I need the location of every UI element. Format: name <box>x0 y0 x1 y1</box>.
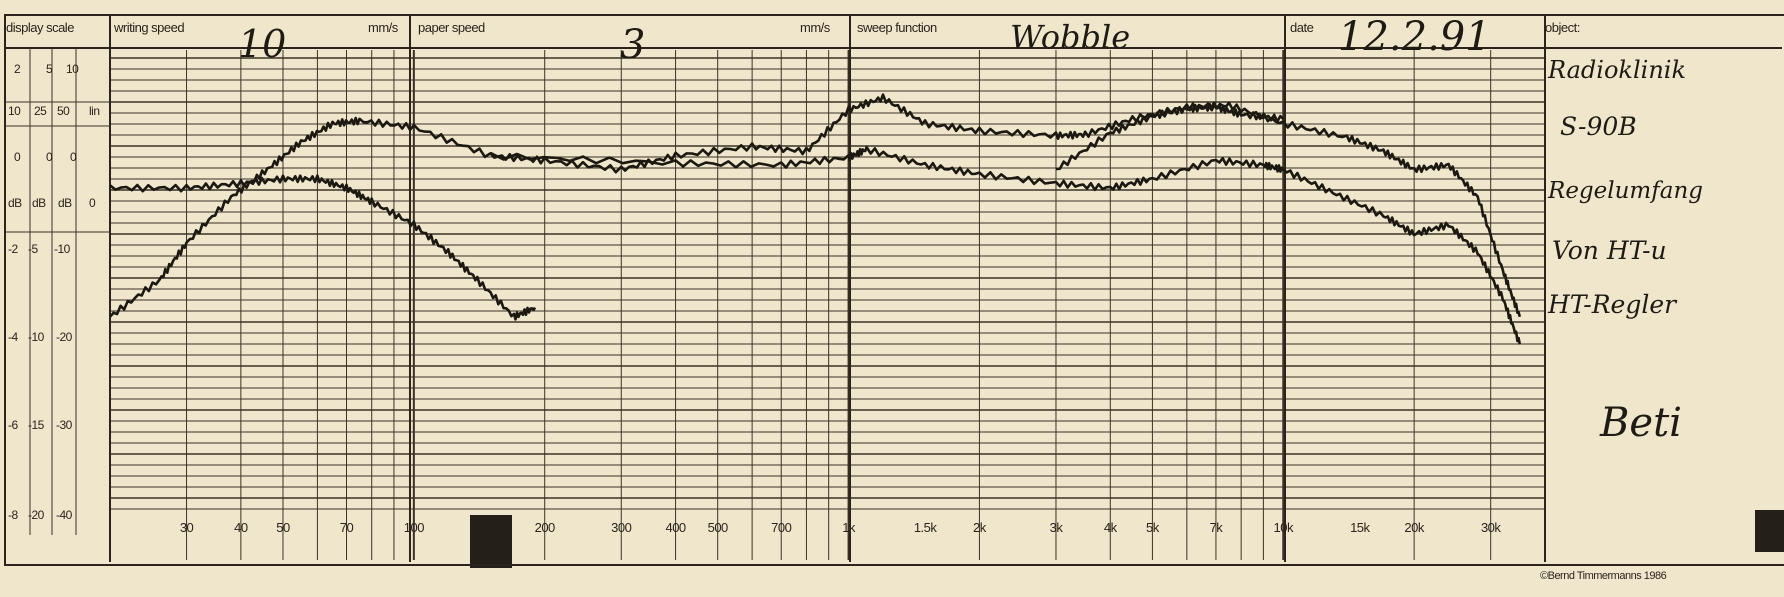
frequency-tick-label: 40 <box>234 520 248 535</box>
display-scale-label: display scale <box>6 20 74 35</box>
frequency-tick-label: 30k <box>1480 520 1501 535</box>
frequency-tick-label: 15k <box>1350 520 1370 535</box>
frequency-tick-label: 2k <box>973 520 986 535</box>
object-note-5: HT-Regler <box>1548 290 1677 319</box>
frequency-tick-label: 1.5k <box>913 520 937 535</box>
frequency-tick-label: 70 <box>339 520 354 535</box>
scale-range-2: 2 <box>14 62 21 76</box>
object-label: object: <box>1545 20 1580 35</box>
object-note-6: Beti <box>1600 400 1682 446</box>
frequency-tick-label: 700 <box>771 520 792 535</box>
object-note-2: S-90B <box>1560 112 1637 141</box>
scale-row-3b: -15 <box>28 418 44 432</box>
grid-vertical-lines <box>4 14 1782 562</box>
corner-marker-block <box>1755 510 1784 552</box>
frequency-tick-label: 4k <box>1103 520 1117 535</box>
date-label: date <box>1290 20 1314 35</box>
scale-db-b: dB <box>32 196 46 210</box>
scale-row-1c: -10 <box>54 242 70 256</box>
frequency-tick-label: 10k <box>1273 520 1294 535</box>
object-note-1: Radioklinik <box>1548 56 1686 84</box>
writing-speed-value: 10 <box>238 22 287 66</box>
scale-row2-lin: lin <box>89 104 100 118</box>
frequency-tick-label: 400 <box>665 520 686 535</box>
object-note-3: Regelumfang <box>1548 178 1704 204</box>
response-trace-2 <box>109 174 537 321</box>
scale-row2-50: 50 <box>57 104 70 118</box>
scale-range-5: 5 <box>46 62 53 76</box>
sweep-function-label: sweep function <box>857 20 937 35</box>
frequency-tick-label: 300 <box>611 520 632 535</box>
frequency-tick-label: 50 <box>276 520 290 535</box>
scale-row2-25: 25 <box>34 104 47 118</box>
scale-db-lin-zero: 0 <box>89 196 96 210</box>
response-trace-4 <box>1055 102 1285 171</box>
scale-row-4a: -8 <box>8 508 18 522</box>
display-scale-grid <box>4 48 110 535</box>
response-trace-3 <box>489 145 1522 345</box>
scale-row-3a: -6 <box>8 418 18 432</box>
scale-row-1a: -2 <box>8 242 18 256</box>
frequency-tick-label: 30 <box>179 520 194 535</box>
date-value: 12.2.91 <box>1338 14 1491 60</box>
writing-speed-label: writing speed <box>114 20 185 35</box>
scale-db-a: dB <box>8 196 22 210</box>
frequency-tick-label: 7k <box>1209 520 1223 535</box>
scale-row-2a: -4 <box>8 330 18 344</box>
paper-speed-value: 3 <box>620 22 646 68</box>
response-traces <box>109 93 1522 345</box>
scale-row-4c: -40 <box>56 508 72 522</box>
copyright-notice: ©Bernd Timmermanns 1986 <box>1540 570 1667 582</box>
frequency-tick-label: 5k <box>1146 520 1159 535</box>
paper-marker-block <box>470 515 512 568</box>
frequency-tick-label: 200 <box>534 520 556 535</box>
scale-zero-b: 0 <box>46 150 53 164</box>
scale-row-4b: -20 <box>28 508 44 522</box>
object-note-4: Von HT-u <box>1552 236 1667 265</box>
scale-row-1b: -5 <box>28 242 38 256</box>
frequency-tick-label: 20k <box>1404 520 1424 535</box>
paper-speed-unit: mm/s <box>800 20 830 35</box>
writing-speed-unit: mm/s <box>368 20 398 35</box>
grid-horizontal-lines <box>110 57 1545 510</box>
scale-zero-a: 0 <box>14 150 21 164</box>
frequency-tick-label: 1k <box>842 520 855 535</box>
scale-row2-10: 10 <box>8 104 21 118</box>
scale-db-c: dB <box>58 196 72 210</box>
scale-row-2c: -20 <box>56 330 72 344</box>
frequency-tick-label: 100 <box>403 520 425 535</box>
scale-zero-c: 0 <box>70 150 77 164</box>
frequency-tick-label: 3k <box>1049 520 1063 535</box>
scale-row-3c: -30 <box>56 418 72 432</box>
frequency-tick-label: 500 <box>707 520 729 535</box>
response-trace-1 <box>109 93 1522 318</box>
sweep-function-value: Wobble <box>1010 18 1131 56</box>
recorder-frame <box>4 14 1784 566</box>
scale-range-10: 10 <box>66 62 79 76</box>
scale-row-2b: -10 <box>28 330 44 344</box>
paper-speed-label: paper speed <box>418 20 485 35</box>
